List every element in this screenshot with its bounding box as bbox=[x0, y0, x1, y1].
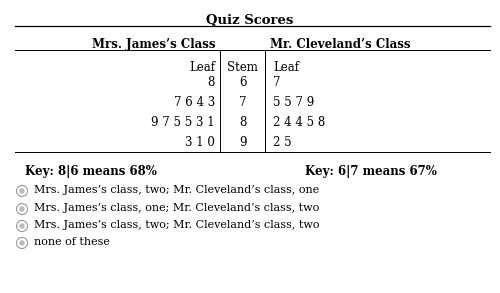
Text: 3 1 0: 3 1 0 bbox=[185, 136, 215, 149]
Text: 5 5 7 9: 5 5 7 9 bbox=[273, 96, 314, 109]
Circle shape bbox=[19, 206, 25, 212]
Text: 7 6 4 3: 7 6 4 3 bbox=[174, 96, 215, 109]
Circle shape bbox=[19, 240, 25, 246]
Text: none of these: none of these bbox=[34, 237, 110, 247]
Text: Quiz Scores: Quiz Scores bbox=[206, 14, 294, 27]
Circle shape bbox=[19, 188, 25, 194]
Text: Leaf: Leaf bbox=[273, 61, 299, 74]
Text: 9: 9 bbox=[239, 136, 246, 149]
Text: 7: 7 bbox=[273, 76, 280, 89]
Text: 2 4 4 5 8: 2 4 4 5 8 bbox=[273, 116, 325, 129]
Text: Stem: Stem bbox=[227, 61, 258, 74]
Text: 2 5: 2 5 bbox=[273, 136, 291, 149]
Text: Key: 8|6 means 68%: Key: 8|6 means 68% bbox=[25, 165, 157, 178]
Text: Mr. Cleveland’s Class: Mr. Cleveland’s Class bbox=[270, 38, 410, 51]
Text: 6: 6 bbox=[239, 76, 246, 89]
Text: 8: 8 bbox=[208, 76, 215, 89]
Text: 7: 7 bbox=[239, 96, 246, 109]
Text: 9 7 5 5 3 1: 9 7 5 5 3 1 bbox=[152, 116, 215, 129]
Text: Mrs. James’s class, one; Mr. Cleveland’s class, two: Mrs. James’s class, one; Mr. Cleveland’s… bbox=[34, 203, 320, 213]
Text: 8: 8 bbox=[239, 116, 246, 129]
Circle shape bbox=[19, 223, 25, 229]
Text: Mrs. James’s class, two; Mr. Cleveland’s class, two: Mrs. James’s class, two; Mr. Cleveland’s… bbox=[34, 220, 320, 230]
Text: Leaf: Leaf bbox=[189, 61, 215, 74]
Text: Mrs. James’s Class: Mrs. James’s Class bbox=[92, 38, 215, 51]
Text: Key: 6|7 means 67%: Key: 6|7 means 67% bbox=[305, 165, 437, 178]
Text: Mrs. James’s class, two; Mr. Cleveland’s class, one: Mrs. James’s class, two; Mr. Cleveland’s… bbox=[34, 185, 320, 195]
